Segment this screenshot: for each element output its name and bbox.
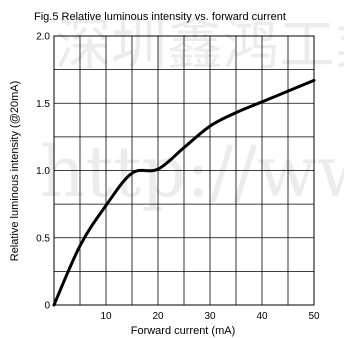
x-tick-label: 30 — [204, 311, 216, 322]
y-tick-label: 2.0 — [36, 32, 50, 43]
watermark-line-2: http://www — [40, 131, 344, 213]
x-tick-label: 20 — [152, 311, 164, 322]
grid — [54, 36, 314, 305]
y-tick-label: 1.5 — [36, 99, 50, 110]
watermark-line-1: 深圳鑫鸿工業 — [55, 13, 344, 78]
watermark: 深圳鑫鸿工業 http://www — [40, 13, 344, 213]
plot-area — [53, 35, 315, 306]
x-tick-label: 50 — [308, 311, 320, 322]
y-tick-label: 0.5 — [36, 233, 50, 244]
y-tick-label: 1.0 — [36, 166, 50, 177]
tick-labels: 10 20 30 40 50 0 0.5 1.0 1.5 2.0 — [36, 32, 320, 323]
series-line-0 — [52, 78, 316, 307]
y-axis-label: Relative luminous intensity (@20mA) — [9, 81, 21, 262]
chart-title: Fig.5 Relative luminous intensity vs. fo… — [34, 11, 286, 23]
x-tick-label: 40 — [256, 311, 268, 322]
x-tick-label: 10 — [100, 311, 112, 322]
series-layer — [52, 78, 316, 307]
x-axis-label: Forward current (mA) — [131, 325, 236, 337]
y-tick-label: 0 — [44, 301, 50, 312]
